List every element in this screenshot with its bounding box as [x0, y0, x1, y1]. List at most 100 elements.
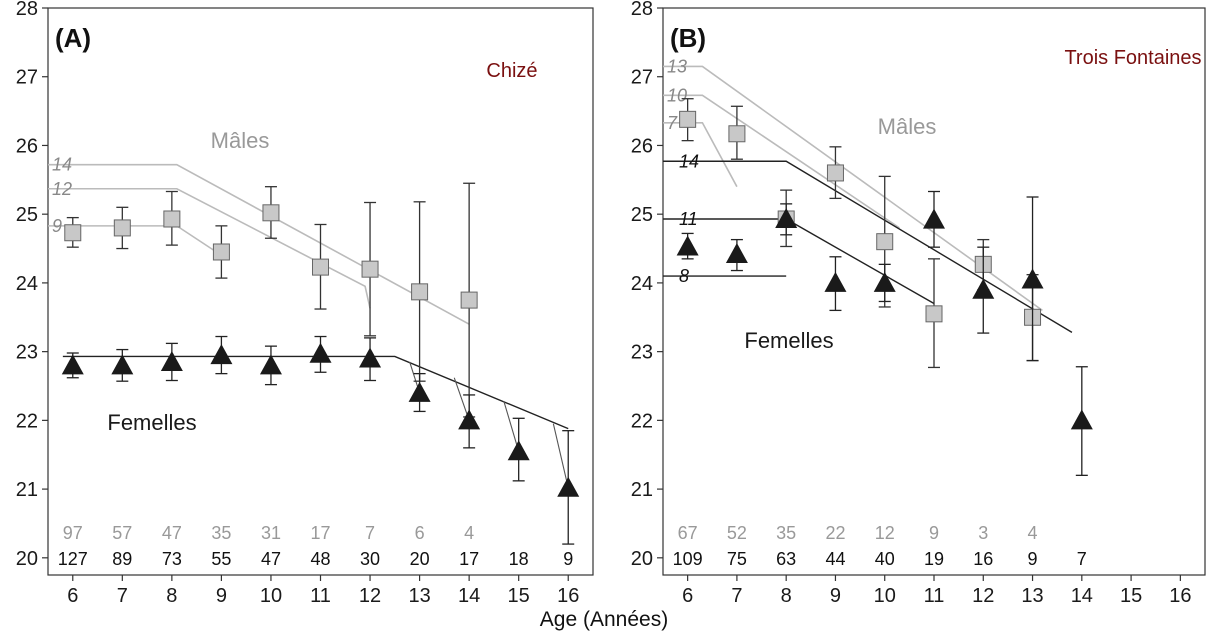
male-point: [361, 260, 379, 278]
female-point: [923, 208, 945, 229]
x-tick-label: 16: [557, 585, 579, 607]
y-tick-label: 27: [631, 67, 653, 89]
x-tick-label: 11: [310, 585, 331, 607]
y-tick-label: 24: [16, 273, 38, 295]
female-point: [259, 354, 282, 375]
female-point: [210, 344, 233, 365]
y-tick-label: 26: [631, 135, 653, 157]
n-males-label: 67: [678, 523, 698, 543]
x-tick-label: 10: [260, 585, 282, 607]
x-tick-label: 15: [1120, 585, 1142, 607]
y-tick-label: 22: [16, 410, 38, 432]
male-cohort-line: [663, 121, 738, 188]
male-point: [925, 305, 943, 323]
male-point: [64, 224, 82, 242]
n-females-label: 19: [924, 549, 944, 569]
females-label: Femelles: [744, 328, 833, 353]
male-cohort-label: 7: [667, 113, 678, 133]
male-point: [113, 219, 131, 237]
female-point: [61, 354, 84, 375]
male-point: [411, 283, 429, 301]
female-point: [160, 350, 183, 371]
x-tick-label: 15: [508, 585, 530, 607]
y-tick-label: 28: [16, 0, 38, 20]
male-point: [460, 291, 478, 309]
n-females-label: 63: [776, 549, 796, 569]
y-tick-label: 25: [16, 204, 38, 226]
y-tick-label: 27: [16, 67, 38, 89]
female-cohort-line: [663, 160, 1073, 333]
y-tick-label: 23: [16, 342, 38, 364]
n-females-label: 47: [261, 549, 281, 569]
female-point: [359, 347, 382, 368]
x-tick-label: 12: [359, 585, 381, 607]
n-males-label: 4: [464, 523, 474, 543]
males-label: Mâles: [878, 114, 937, 139]
n-females-label: 40: [875, 549, 895, 569]
female-point: [408, 381, 431, 402]
y-tick-label: 21: [631, 479, 653, 501]
n-males-label: 6: [415, 523, 425, 543]
site-label: Trois Fontaines: [1064, 47, 1201, 69]
x-tick-label: 9: [216, 585, 227, 607]
female-point: [507, 440, 530, 461]
n-males-label: 52: [727, 523, 747, 543]
females-label: Femelles: [107, 410, 196, 435]
n-males-label: 47: [162, 523, 182, 543]
male-cohort-label: 13: [667, 56, 687, 76]
male-cohort-label: 9: [52, 216, 62, 236]
n-females-label: 89: [112, 549, 132, 569]
n-females-label: 109: [673, 549, 703, 569]
y-tick-label: 26: [16, 135, 38, 157]
x-tick-label: 7: [731, 585, 742, 607]
n-males-label: 3: [978, 523, 988, 543]
x-tick-label: 6: [67, 585, 78, 607]
male-point: [876, 233, 894, 251]
x-tick-label: 11: [924, 585, 945, 607]
male-cohort-line: [663, 94, 900, 229]
x-tick-label: 14: [458, 585, 480, 607]
n-males-label: 35: [211, 523, 231, 543]
n-males-label: 7: [365, 523, 375, 543]
n-females-label: 16: [973, 549, 993, 569]
male-cohort-label: 12: [52, 179, 72, 199]
male-point: [679, 110, 697, 128]
x-tick-label: 6: [682, 585, 693, 607]
x-tick-label: 14: [1071, 585, 1093, 607]
x-tick-label: 10: [874, 585, 896, 607]
female-point: [309, 342, 332, 363]
male-cohort-line: [48, 187, 371, 309]
n-males-label: 31: [261, 523, 281, 543]
x-axis-label: Age (Années): [540, 608, 668, 631]
panel-letter: (B): [670, 23, 706, 53]
female-point: [873, 271, 896, 292]
male-point: [163, 210, 181, 228]
y-tick-label: 23: [631, 342, 653, 364]
x-tick-label: 13: [1021, 585, 1043, 607]
female-point: [725, 243, 748, 264]
n-males-label: 17: [310, 523, 330, 543]
x-tick-label: 7: [117, 585, 128, 607]
n-males-label: 57: [112, 523, 132, 543]
n-males-label: 97: [63, 523, 83, 543]
x-tick-label: 9: [830, 585, 841, 607]
n-females-label: 9: [1028, 549, 1038, 569]
female-point: [1021, 268, 1044, 289]
y-tick-label: 21: [16, 479, 38, 501]
n-males-label: 9: [929, 523, 939, 543]
n-females-label: 30: [360, 549, 380, 569]
female-point: [775, 207, 798, 228]
n-females-label: 55: [211, 549, 231, 569]
female-cohort-line: [453, 377, 470, 421]
female-cohort-label: 11: [679, 209, 698, 229]
y-tick-label: 22: [631, 410, 653, 432]
x-tick-label: 16: [1169, 585, 1191, 607]
female-cohort-label: 14: [679, 151, 699, 171]
n-males-label: 35: [776, 523, 796, 543]
female-point: [824, 271, 847, 292]
n-females-label: 48: [310, 549, 330, 569]
female-cohort-line: [552, 423, 569, 488]
n-females-label: 73: [162, 549, 182, 569]
y-tick-label: 24: [631, 273, 653, 295]
